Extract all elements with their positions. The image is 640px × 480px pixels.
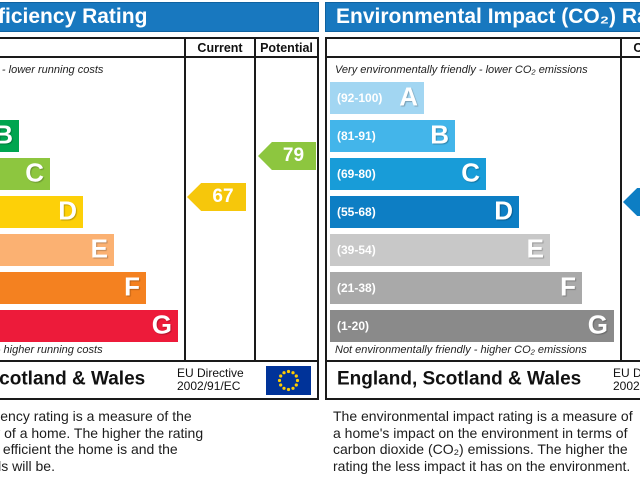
eu-directive-label: EU Directive 2002/91/EC <box>613 367 640 393</box>
rating-band-f: F <box>0 272 146 304</box>
band-letter: B <box>430 119 449 150</box>
band-range: (69-80) <box>337 167 376 181</box>
top-caption: Very energy efficient - lower running co… <box>0 64 104 76</box>
rating-band-g: G <box>0 310 178 342</box>
energy-efficiency-panel: Energy Efficiency Rating Current Potenti… <box>0 0 319 474</box>
band-letter: E <box>526 233 544 264</box>
band-range: (55-68) <box>337 205 376 219</box>
rating-band-c: (69-80) C <box>330 158 486 190</box>
eu-directive-line1: EU Directive <box>177 366 244 380</box>
current-column-divider <box>184 39 186 362</box>
rating-band-f: (21-38) F <box>330 272 582 304</box>
environmental-impact-chart: Current Very environmentally friendly - … <box>325 37 640 400</box>
bottom-caption: Not environmentally friendly - higher CO… <box>335 344 587 356</box>
energy-efficiency-chart: Current Potential Very energy efficient … <box>0 37 319 400</box>
region-label: England, Scotland & Wales <box>337 368 582 390</box>
eu-directive-line1: EU Directive <box>613 366 640 380</box>
band-letter: D <box>58 195 77 226</box>
panel-title: Energy Efficiency Rating <box>0 2 319 32</box>
band-letter: A <box>399 81 418 112</box>
rating-band-b: B <box>0 120 19 152</box>
band-letter: E <box>90 233 108 264</box>
panel-title: Environmental Impact (CO₂) Rating <box>325 2 640 32</box>
rating-band-d: (55-68) D <box>330 196 519 228</box>
rating-band-e: E <box>0 234 114 266</box>
top-caption: Very environmentally friendly - lower CO… <box>335 64 588 76</box>
column-header-row: Current Potential <box>0 39 317 58</box>
rating-scale-area: Very environmentally friendly - lower CO… <box>327 58 640 360</box>
current-column-divider <box>620 39 622 362</box>
band-range: (92-100) <box>337 91 383 105</box>
band-letter: G <box>587 309 608 340</box>
eu-flag-icon <box>266 366 311 395</box>
environmental-impact-panel: Environmental Impact (CO₂) Rating Curren… <box>325 0 640 474</box>
rating-band-c: C <box>0 158 50 190</box>
potential-rating-arrow: 79 <box>258 142 316 170</box>
bottom-caption: Not energy efficient - higher running co… <box>0 344 103 356</box>
band-range: (21-38) <box>337 281 376 295</box>
band-letter: B <box>0 119 13 150</box>
eu-directive-line2: 2002/91/EC <box>177 379 241 393</box>
rating-scale-area: Very energy efficient - lower running co… <box>0 58 317 360</box>
potential-column-divider <box>254 39 256 362</box>
band-range: (81-91) <box>337 129 376 143</box>
potential-column-header: Potential <box>260 41 313 55</box>
energy-efficiency-description: The energy efficiency rating is a measur… <box>0 408 204 474</box>
band-letter: C <box>25 157 44 188</box>
current-column-header: Current <box>633 41 640 55</box>
eu-directive-line2: 2002/91/EC <box>613 379 640 393</box>
rating-band-a: (92-100) A <box>330 82 424 114</box>
environmental-impact-description: The environmental impact rating is a mea… <box>333 408 633 474</box>
chart-footer: England, Scotland & Wales EU Directive 2… <box>0 360 317 398</box>
band-range: (1-20) <box>337 319 370 333</box>
rating-band-d: D <box>0 196 83 228</box>
current-rating-arrow <box>623 188 640 216</box>
current-column-header: Current <box>197 41 243 55</box>
band-letter: F <box>124 271 140 302</box>
rating-band-b: (81-91) B <box>330 120 455 152</box>
band-letter: D <box>494 195 513 226</box>
rating-band-e: (39-54) E <box>330 234 550 266</box>
current-rating-arrow: 67 <box>187 183 246 211</box>
rating-band-g: (1-20) G <box>330 310 614 342</box>
eu-directive-label: EU Directive 2002/91/EC <box>177 367 244 393</box>
band-range: (39-54) <box>337 243 376 257</box>
band-letter: C <box>461 157 480 188</box>
chart-footer: England, Scotland & Wales EU Directive 2… <box>327 360 640 398</box>
region-label: England, Scotland & Wales <box>0 368 146 390</box>
column-header-row: Current <box>327 39 640 58</box>
band-letter: F <box>560 271 576 302</box>
band-letter: G <box>151 309 172 340</box>
